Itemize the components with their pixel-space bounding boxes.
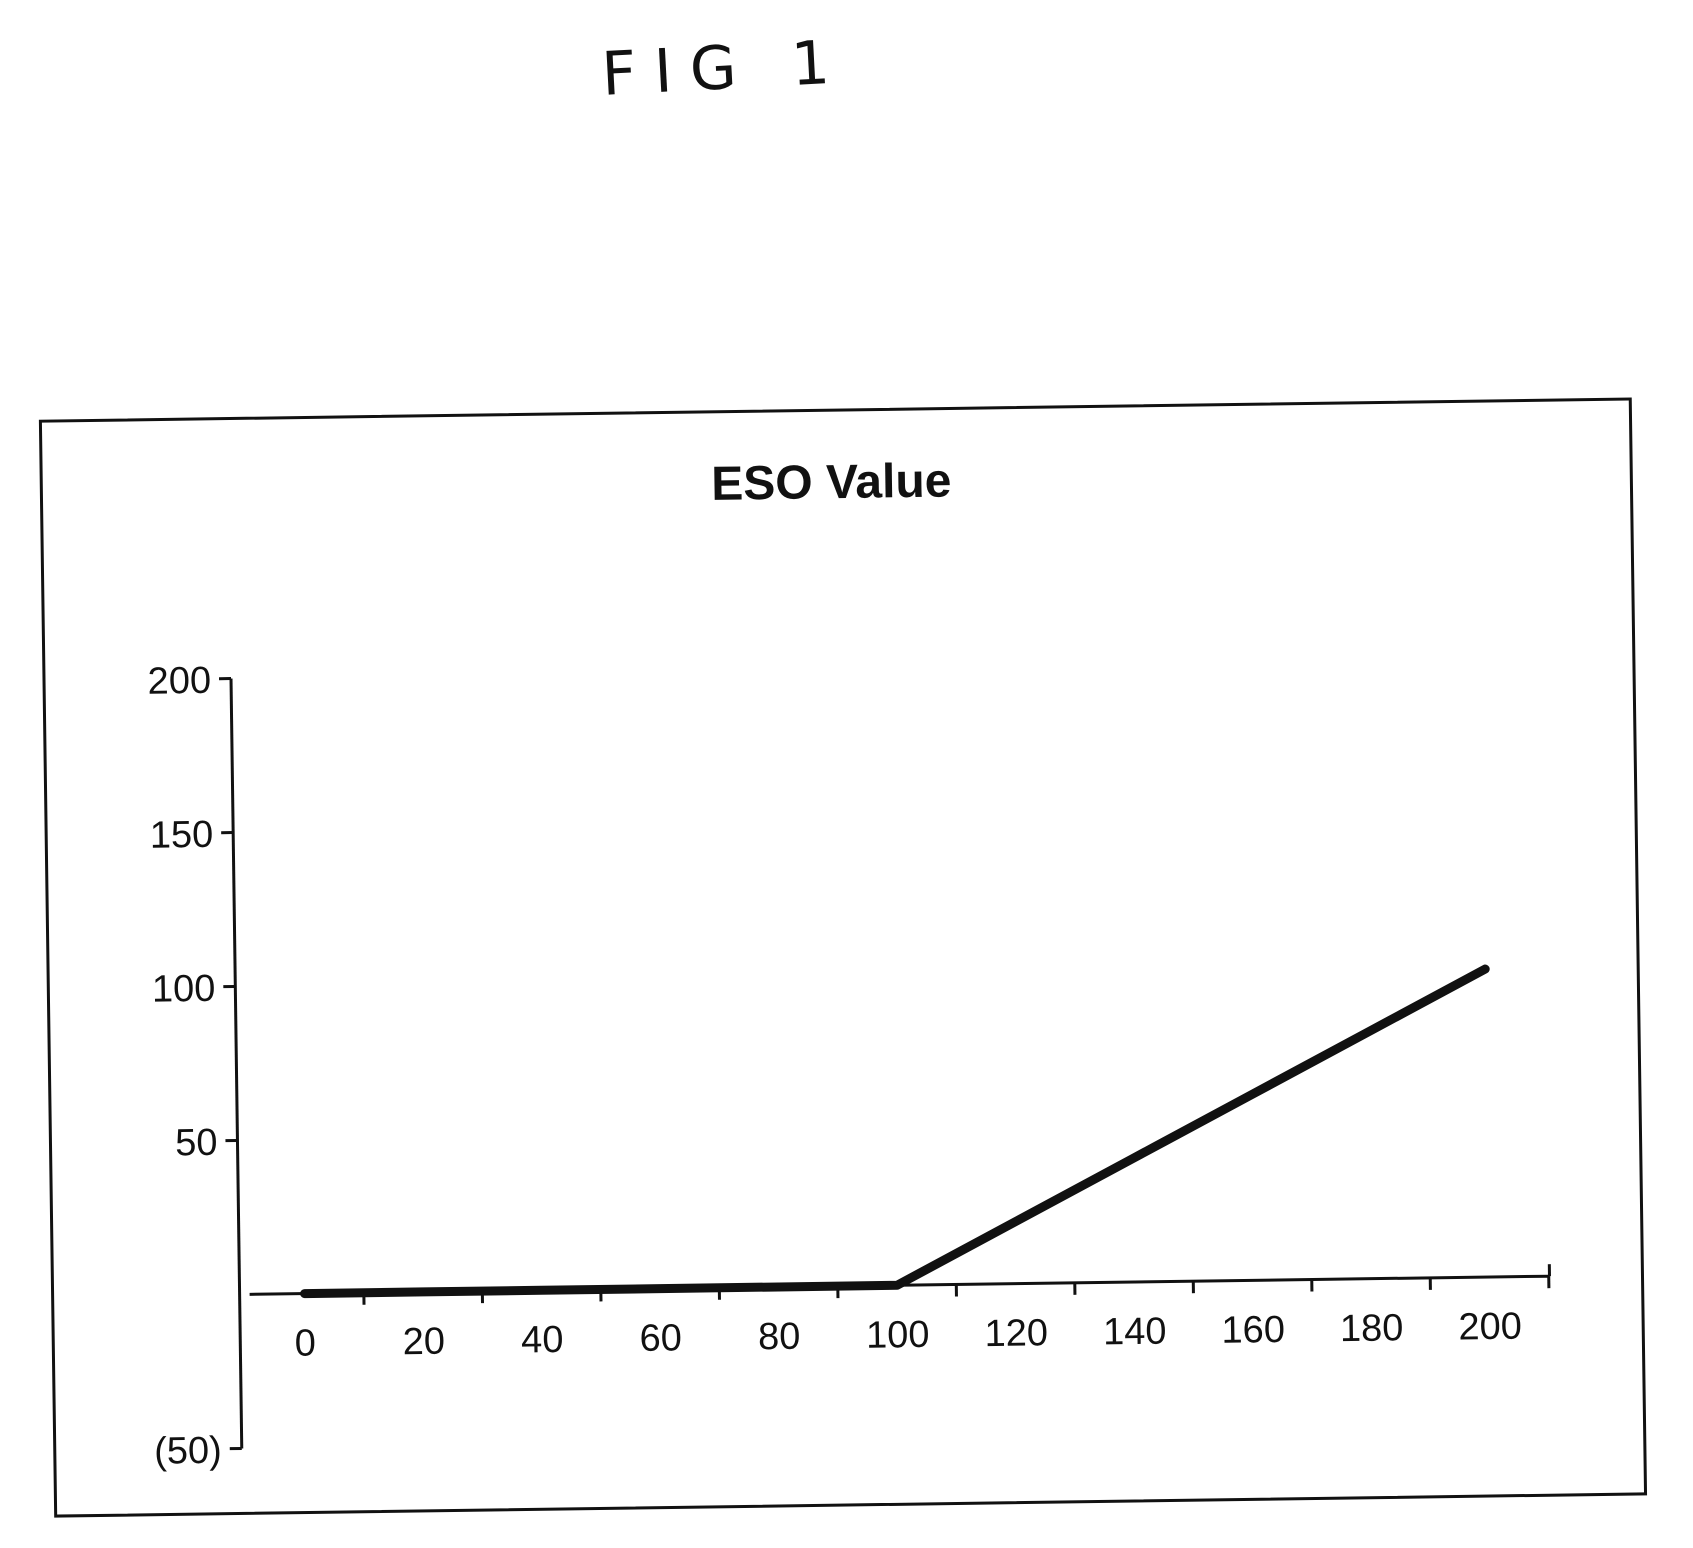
- y-tick-label: 50: [175, 1122, 218, 1165]
- y-tick-label: (50): [154, 1430, 222, 1473]
- x-tick-label: 180: [1340, 1307, 1404, 1350]
- x-tick-label: 80: [758, 1316, 801, 1359]
- x-tick-label: 20: [402, 1321, 445, 1364]
- chart-title: ESO Value: [711, 454, 952, 510]
- chart-frame: [40, 399, 1645, 1516]
- y-tick-label: 200: [147, 660, 211, 703]
- x-tick-label: 120: [984, 1312, 1048, 1355]
- x-tick-label: 60: [639, 1317, 682, 1360]
- x-tick-label: 160: [1221, 1309, 1285, 1352]
- series-line: [300, 969, 1489, 1294]
- x-tick-label: 40: [521, 1319, 564, 1362]
- y-axis-line: [231, 679, 242, 1449]
- y-tick-label: 150: [149, 814, 213, 857]
- y-tick-label: 100: [152, 968, 216, 1011]
- x-tick-label: 0: [294, 1322, 316, 1364]
- x-tick-label: 140: [1103, 1311, 1167, 1354]
- x-tick-label: 200: [1458, 1306, 1522, 1349]
- x-tick-label: 100: [866, 1314, 930, 1357]
- chart-series: [300, 969, 1489, 1294]
